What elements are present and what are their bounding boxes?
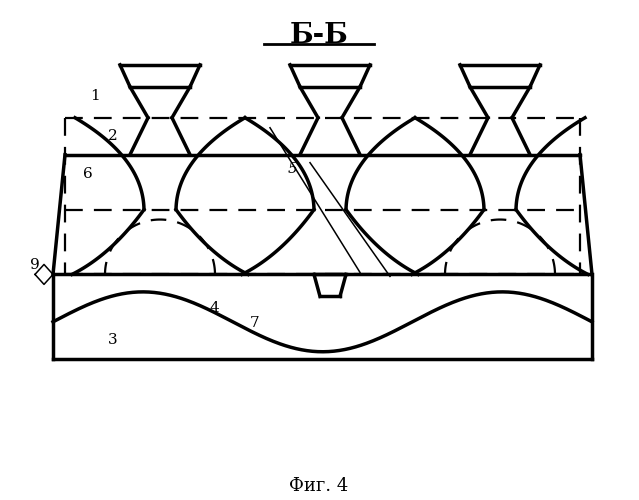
Text: 6: 6 — [83, 166, 93, 180]
Text: 5: 5 — [288, 162, 298, 175]
Text: 1: 1 — [90, 89, 100, 103]
Text: 2: 2 — [108, 128, 118, 142]
Text: 7: 7 — [250, 316, 259, 330]
Text: Фиг. 4: Фиг. 4 — [289, 477, 349, 495]
Text: 3: 3 — [108, 334, 118, 347]
Text: 4: 4 — [210, 301, 220, 315]
Text: 9: 9 — [30, 258, 40, 272]
Text: Б-Б: Б-Б — [289, 22, 348, 49]
